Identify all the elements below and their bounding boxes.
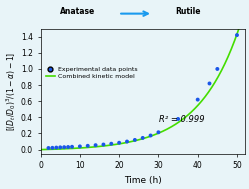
Point: [141, 136, 145, 139]
Point: [58, 146, 62, 149]
Point: [62, 146, 66, 149]
Text: Rutile: Rutile: [175, 7, 200, 16]
Y-axis label: $[(D_t/D_0)^3/(1-\alpha)-1]$: $[(D_t/D_0)^3/(1-\alpha)-1]$: [4, 51, 18, 131]
Point: [70, 145, 74, 148]
Point: [54, 146, 58, 149]
Legend: Experimental data points, Combined kinetic model: Experimental data points, Combined kinet…: [46, 67, 137, 79]
Point: [149, 134, 153, 137]
Text: Anatase: Anatase: [60, 7, 95, 16]
Point: [50, 146, 54, 149]
Point: [207, 82, 211, 85]
Point: [47, 146, 51, 149]
X-axis label: Time (h): Time (h): [124, 176, 162, 185]
Point: [66, 146, 70, 149]
Point: [196, 98, 200, 101]
Point: [117, 141, 121, 144]
Point: [101, 143, 105, 146]
Point: [109, 142, 113, 145]
Point: [78, 145, 82, 148]
Point: [235, 34, 239, 37]
Text: R² = 0.999: R² = 0.999: [159, 115, 205, 124]
Point: [215, 67, 219, 70]
Point: [94, 144, 98, 147]
Point: [86, 144, 90, 147]
Point: [176, 117, 180, 120]
Point: [156, 131, 160, 134]
Point: [133, 138, 137, 141]
Point: [125, 140, 129, 143]
